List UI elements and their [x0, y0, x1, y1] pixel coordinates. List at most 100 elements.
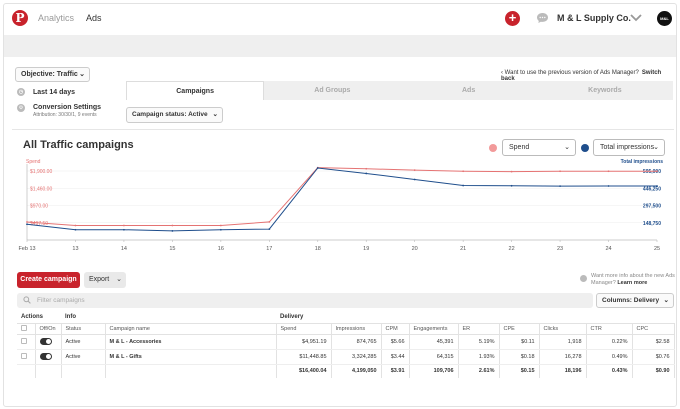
campaign-toggle[interactable] [39, 338, 52, 345]
cpc-cell: $0.76 [632, 349, 675, 365]
col-spend[interactable]: Spend [276, 322, 332, 335]
conversion-settings[interactable]: ⚙ Conversion Settings Attribution: 30/30… [17, 104, 101, 118]
chevron-down-icon: ⌄ [663, 297, 669, 304]
total-cpe: $0.15 [499, 363, 540, 378]
date-range-label: Last 14 days [33, 88, 76, 96]
x-tick-label: 23 [557, 246, 563, 252]
x-tick-label: 24 [605, 246, 611, 252]
total-cpm: $3.91 [381, 363, 410, 378]
tab-ads[interactable]: Ads [462, 87, 476, 94]
x-tick-label: 14 [121, 246, 127, 252]
impressions-metric-dropdown[interactable]: Total impressions ⌄ [593, 139, 665, 156]
date-range-selector[interactable]: ◷ Last 14 days [17, 88, 75, 96]
cpm-cell: $3.44 [381, 349, 410, 365]
previous-version-notice: ‹ Want to use the previous version of Ad… [501, 70, 676, 82]
row-checkbox[interactable] [21, 337, 27, 344]
campaign-status-label: Campaign status: Active [132, 111, 208, 118]
col-ctr[interactable]: CTR [586, 322, 633, 335]
objective-label: Objective: Traffic [21, 71, 78, 78]
left-axis-label: Spend [26, 159, 41, 165]
campaigns-table: Actions Info Delivery Off/On Status Camp… [17, 312, 675, 378]
pinterest-logo-icon[interactable]: P [12, 10, 28, 26]
engagements-cell: 64,315 [409, 349, 459, 365]
table-row[interactable]: Active M & L - Gifts $11,448.85 3,324,28… [17, 349, 675, 365]
clicks-cell: 1,918 [539, 334, 587, 350]
totals-row: $16,400.04 4,199,050 $3.91 109,706 2.61%… [17, 363, 675, 378]
engagements-cell: 45,391 [409, 334, 459, 350]
status-cell: Active [61, 349, 106, 365]
spend-series-line [26, 167, 657, 227]
campaign-toggle[interactable] [39, 353, 52, 360]
chart-title: All Traffic campaigns [23, 139, 134, 151]
export-button[interactable]: Export ⌄ [84, 272, 126, 288]
chevron-down-icon: ⌄ [564, 144, 570, 151]
right-axis-label: Total impressions [621, 159, 664, 165]
row-checkbox[interactable] [21, 352, 27, 359]
cpm-cell: $5.66 [381, 334, 410, 350]
col-status[interactable]: Status [61, 322, 106, 335]
tab-ad-groups[interactable]: Ad Groups [314, 87, 351, 94]
nav-analytics-link[interactable]: Analytics [38, 13, 75, 23]
right-tick-label: 446,250 [643, 186, 661, 192]
spend-point [510, 170, 513, 173]
header-band [4, 35, 676, 57]
total-ctr: 0.43% [586, 363, 633, 378]
tab-keywords[interactable]: Keywords [588, 87, 622, 94]
campaign-name-link[interactable]: M & L - Gifts [105, 349, 277, 365]
create-plus-button[interactable]: + [505, 11, 520, 26]
table-row[interactable]: Active M & L - Accessories $4,951.19 874… [17, 334, 675, 350]
right-tick-label: 148,750 [643, 221, 661, 227]
columns-label: Columns: Delivery [602, 297, 660, 304]
account-name[interactable]: M & L Supply Co. [557, 13, 631, 23]
spend-point [607, 170, 610, 173]
col-campaign-name[interactable]: Campaign name [105, 322, 277, 335]
campaign-status-dropdown[interactable]: Campaign status: Active ⌄ [126, 107, 223, 123]
impressions-point [219, 228, 222, 231]
campaign-name-link[interactable]: M & L - Accessories [105, 334, 277, 350]
avatar[interactable]: M&L [657, 11, 672, 26]
col-clicks[interactable]: Clicks [539, 322, 587, 335]
spend-point [171, 224, 174, 227]
left-tick-label: $1,900.00 [30, 169, 52, 175]
select-all-checkbox[interactable] [21, 324, 27, 331]
switch-back-link[interactable]: Switch back [501, 70, 662, 82]
settings-icon: ⚙ [17, 104, 25, 112]
objective-dropdown[interactable]: Objective: Traffic ⌄ [15, 67, 90, 82]
impressions-point [268, 228, 271, 231]
ads-manager-window: P Analytics Ads + M & L Supply Co. M&L O… [3, 3, 677, 407]
x-tick-label: 17 [266, 246, 272, 252]
total-engagements: 109,706 [409, 363, 459, 378]
filter-campaigns-input[interactable]: Filter campaigns [17, 293, 593, 308]
chevron-down-icon: ⌄ [212, 111, 218, 118]
select-all-cell[interactable] [17, 322, 36, 335]
tab-campaigns[interactable]: Campaigns [126, 81, 265, 100]
create-campaign-button[interactable]: Create campaign [17, 272, 80, 288]
impressions-point [316, 167, 319, 169]
spend-point [219, 224, 222, 227]
columns-dropdown[interactable]: Columns: Delivery ⌄ [596, 293, 674, 308]
col-impressions[interactable]: Impressions [331, 322, 382, 335]
total-cpc: $0.90 [632, 363, 675, 378]
col-cpe[interactable]: CPE [499, 322, 540, 335]
col-off-on[interactable]: Off/On [35, 322, 62, 335]
left-tick-label: $970.00 [30, 204, 48, 210]
left-tick-label: $1,460.00 [30, 186, 52, 192]
col-er[interactable]: ER [458, 322, 500, 335]
messages-icon[interactable] [536, 12, 549, 24]
x-tick-label: Feb 13 [18, 246, 35, 252]
impressions-point [413, 178, 416, 181]
col-cpc[interactable]: CPC [632, 322, 675, 335]
spend-metric-dropdown[interactable]: Spend ⌄ [502, 139, 576, 156]
group-actions: Actions [21, 314, 44, 321]
col-engagements[interactable]: Engagements [409, 322, 459, 335]
total-clicks: 18,196 [539, 363, 587, 378]
spend-point [365, 167, 368, 170]
impressions-cell: 874,765 [331, 334, 382, 350]
nav-ads-link[interactable]: Ads [86, 13, 102, 23]
total-impressions: 4,199,050 [331, 363, 382, 378]
chevron-down-icon[interactable] [630, 13, 642, 23]
col-cpm[interactable]: CPM [381, 322, 410, 335]
learn-more-link[interactable]: Learn more [617, 280, 648, 286]
calendar-icon: ◷ [17, 88, 25, 96]
impressions-point [559, 185, 561, 188]
